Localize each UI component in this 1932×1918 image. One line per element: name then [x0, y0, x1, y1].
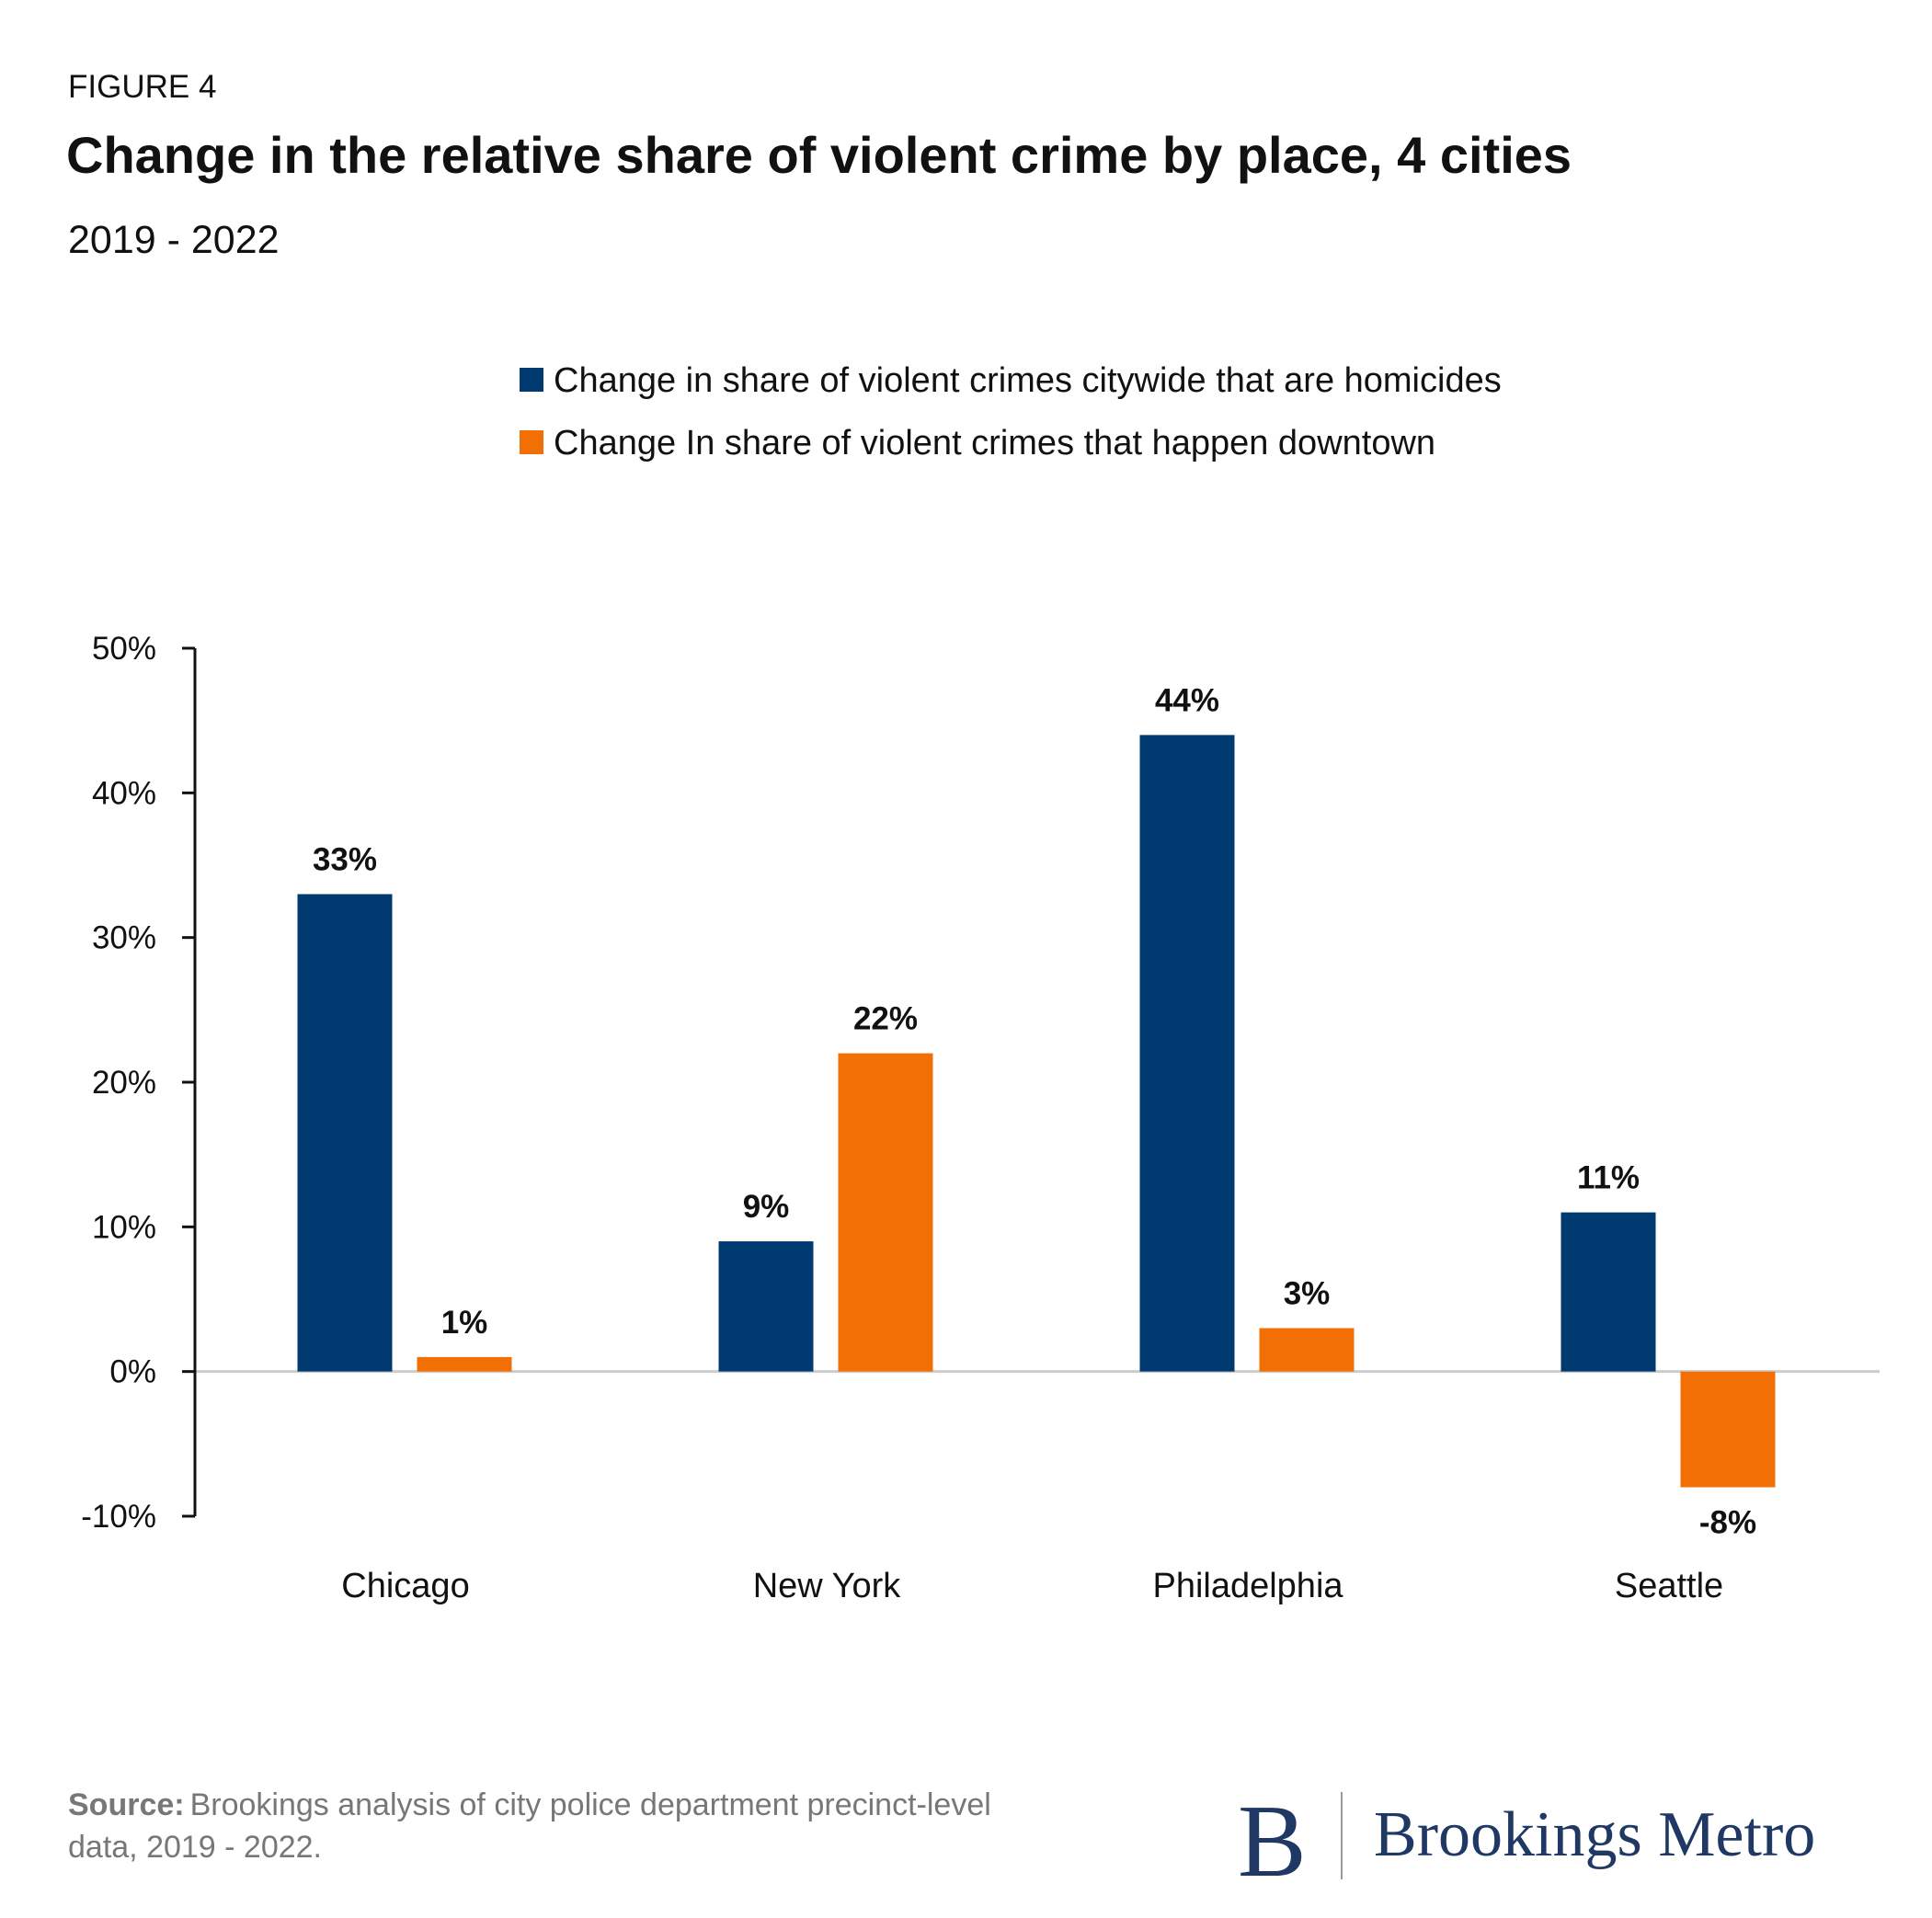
x-tick-label: New York [753, 1567, 902, 1605]
source-text: Brookings analysis of city police depart… [190, 1787, 991, 1822]
bar [297, 894, 393, 1372]
value-label: 44% [1155, 682, 1219, 718]
y-tick-label: 20% [92, 1065, 156, 1101]
source: Source: Brookings analysis of city police… [68, 1787, 991, 1822]
legend-label: Change in share of violent crimes citywi… [554, 361, 1502, 400]
value-label: 22% [853, 1001, 918, 1037]
y-tick-label: 30% [92, 920, 156, 956]
figure-label: FIGURE 4 [68, 69, 216, 105]
value-label: 1% [441, 1305, 488, 1341]
bar [718, 1241, 814, 1372]
y-tick-label: 40% [92, 775, 156, 811]
legend-swatch [520, 430, 543, 454]
x-tick-label: Seattle [1615, 1567, 1723, 1605]
value-label: 3% [1284, 1275, 1331, 1311]
bar [838, 1053, 933, 1372]
chart-subtitle: 2019 - 2022 [68, 218, 280, 262]
source-text: data, 2019 - 2022. [68, 1830, 322, 1865]
value-label: 11% [1577, 1160, 1640, 1196]
legend-label: Change In share of violent crimes that h… [554, 424, 1435, 462]
value-label: 33% [313, 841, 377, 877]
y-tick-label: 50% [92, 631, 156, 667]
source-label: Source: [68, 1787, 185, 1822]
bar [1139, 735, 1235, 1372]
y-tick-label: 10% [92, 1209, 156, 1245]
logo-text: Brookings Metro [1374, 1799, 1815, 1870]
y-tick-label: 0% [109, 1354, 156, 1390]
value-label: 9% [743, 1189, 790, 1225]
chart-title: Change in the relative share of violent … [66, 126, 1572, 184]
bar [1680, 1371, 1776, 1488]
value-label: -8% [1699, 1505, 1756, 1541]
x-tick-label: Chicago [341, 1567, 469, 1605]
y-tick-label: -10% [81, 1499, 156, 1535]
x-tick-label: Philadelphia [1152, 1567, 1343, 1605]
logo-mark: B [1238, 1785, 1307, 1899]
bar [417, 1356, 512, 1372]
bar [1560, 1212, 1656, 1372]
legend-swatch [520, 368, 543, 392]
bar [1259, 1328, 1355, 1372]
